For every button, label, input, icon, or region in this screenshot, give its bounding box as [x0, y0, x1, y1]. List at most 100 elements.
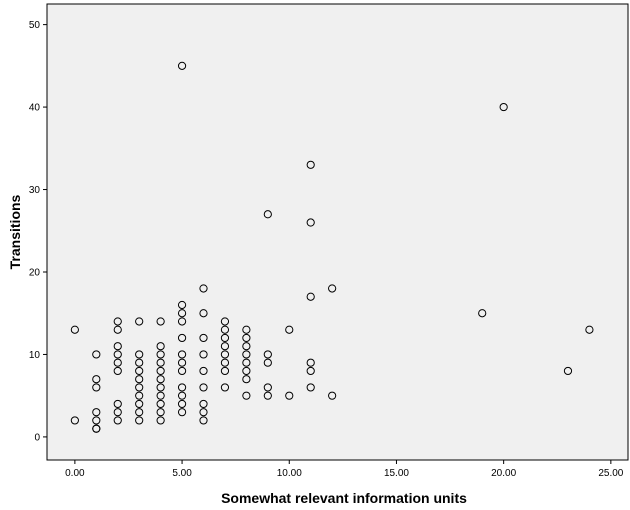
data-point [585, 325, 594, 334]
data-point [156, 375, 165, 384]
data-point [306, 218, 315, 227]
data-point [199, 399, 208, 409]
plot-background [46, 3, 629, 461]
x-tick-label: 5.00 [172, 468, 192, 479]
x-tick-label: 25.00 [598, 468, 623, 479]
y-tick-label: 10 [29, 350, 41, 361]
data-point [135, 358, 144, 367]
data-point [328, 391, 337, 400]
x-axis: 0.00 5.00 10.00 15.00 20.00 25.00 [65, 460, 624, 479]
data-point [177, 300, 187, 310]
data-point [177, 61, 187, 70]
y-tick-label: 40 [29, 103, 41, 114]
data-point [199, 383, 208, 392]
data-point [135, 383, 144, 392]
data-point [220, 325, 230, 334]
x-tick-label: 15.00 [384, 468, 409, 479]
data-point [135, 350, 144, 359]
data-point [177, 309, 187, 318]
data-point [135, 416, 144, 425]
data-point [156, 416, 165, 425]
data-point [156, 342, 165, 351]
data-point [113, 358, 122, 367]
data-point [306, 160, 315, 169]
data-point [113, 416, 122, 425]
data-point [156, 383, 165, 392]
data-point [92, 383, 101, 392]
data-point [92, 424, 101, 433]
data-point [113, 408, 122, 417]
data-point [242, 366, 251, 376]
data-point [177, 391, 187, 400]
data-point [135, 408, 144, 417]
data-point [113, 399, 122, 409]
data-point [92, 350, 101, 359]
data-point [306, 292, 315, 301]
data-point [92, 408, 101, 417]
data-point [199, 309, 208, 318]
data-point [242, 375, 251, 384]
data-point [135, 391, 144, 400]
data-point [242, 358, 251, 367]
data-point [156, 391, 165, 400]
data-point [263, 350, 272, 359]
data-point [113, 350, 122, 359]
data-point [242, 342, 251, 351]
data-point [199, 408, 208, 417]
data-point [156, 350, 165, 359]
data-point [70, 325, 79, 334]
data-point [177, 317, 187, 326]
data-point [306, 383, 315, 392]
data-point [177, 408, 187, 417]
data-point [563, 366, 573, 376]
data-point [156, 317, 165, 326]
data-point [220, 317, 230, 326]
data-point [199, 350, 208, 359]
y-axis: 0 10 20 30 40 50 [29, 20, 47, 443]
data-point [328, 284, 337, 293]
data-point [113, 317, 122, 326]
data-point [199, 333, 208, 343]
data-point [306, 358, 315, 367]
data-point [135, 375, 144, 384]
data-point [156, 366, 165, 376]
data-point [113, 342, 122, 351]
data-point [70, 416, 79, 425]
data-point [135, 366, 144, 376]
y-tick-label: 20 [29, 267, 41, 278]
data-point [156, 399, 165, 409]
data-point [263, 383, 272, 392]
data-point [113, 366, 122, 376]
y-tick-label: 0 [34, 432, 40, 443]
data-point [242, 391, 251, 400]
data-point [263, 391, 272, 400]
data-point [285, 325, 294, 334]
data-point [220, 350, 230, 359]
data-point [242, 350, 251, 359]
data-point [156, 408, 165, 417]
data-point [177, 399, 187, 409]
data-point [199, 284, 208, 293]
data-point [199, 366, 208, 376]
data-point [263, 358, 272, 367]
data-point [177, 366, 187, 376]
data-point [113, 325, 122, 334]
data-point [242, 333, 251, 343]
data-point [199, 416, 208, 425]
y-axis-title: Transitions [7, 194, 23, 269]
data-point [285, 391, 294, 400]
data-point [177, 350, 187, 359]
data-point [499, 102, 508, 112]
data-points [70, 61, 594, 433]
data-point [306, 366, 315, 376]
data-point [263, 210, 272, 219]
data-point [92, 375, 101, 384]
data-point [478, 309, 487, 318]
x-tick-label: 10.00 [277, 468, 302, 479]
x-tick-label: 0.00 [65, 468, 85, 479]
data-point [177, 333, 187, 343]
y-tick-label: 30 [29, 185, 41, 196]
y-tick-label: 50 [29, 20, 41, 31]
data-point [135, 399, 144, 409]
data-point [242, 325, 251, 334]
